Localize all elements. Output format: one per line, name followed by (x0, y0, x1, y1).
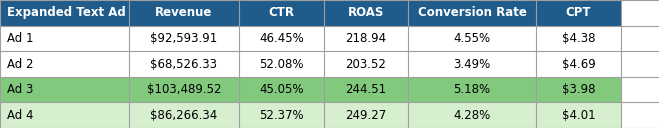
Text: Ad 2: Ad 2 (7, 57, 33, 71)
Bar (324, 51, 408, 77)
Bar (0, 51, 129, 77)
Text: $68,526.33: $68,526.33 (150, 57, 217, 71)
Bar (129, 26, 239, 51)
Text: 46.45%: 46.45% (259, 32, 304, 45)
Text: $3.98: $3.98 (562, 83, 595, 96)
Text: $86,266.34: $86,266.34 (150, 109, 217, 122)
Text: $4.38: $4.38 (562, 32, 595, 45)
Bar (129, 51, 239, 77)
Text: 244.51: 244.51 (345, 83, 386, 96)
Bar (536, 102, 621, 128)
Bar (239, 77, 324, 102)
Text: CTR: CTR (268, 6, 295, 19)
Text: Conversion Rate: Conversion Rate (418, 6, 527, 19)
Text: Expanded Text Ad: Expanded Text Ad (7, 6, 125, 19)
Text: $92,593.91: $92,593.91 (150, 32, 217, 45)
Text: Revenue: Revenue (155, 6, 213, 19)
Bar (408, 102, 536, 128)
Text: $4.01: $4.01 (561, 109, 596, 122)
Text: 5.18%: 5.18% (453, 83, 491, 96)
Text: 3.49%: 3.49% (453, 57, 491, 71)
Bar (239, 102, 324, 128)
Bar (408, 0, 536, 26)
Text: Ad 3: Ad 3 (7, 83, 33, 96)
Bar (408, 77, 536, 102)
Bar (324, 26, 408, 51)
Text: Ad 1: Ad 1 (7, 32, 33, 45)
Text: 249.27: 249.27 (345, 109, 386, 122)
Bar (239, 26, 324, 51)
Bar (0, 77, 129, 102)
Text: 52.08%: 52.08% (259, 57, 304, 71)
Text: $103,489.52: $103,489.52 (146, 83, 221, 96)
Bar (129, 77, 239, 102)
Text: 4.55%: 4.55% (453, 32, 491, 45)
Bar (536, 0, 621, 26)
Text: 52.37%: 52.37% (259, 109, 304, 122)
Bar (408, 26, 536, 51)
Text: 218.94: 218.94 (345, 32, 386, 45)
Text: ROAS: ROAS (347, 6, 384, 19)
Bar (536, 51, 621, 77)
Text: $4.69: $4.69 (561, 57, 596, 71)
Text: Ad 4: Ad 4 (7, 109, 33, 122)
Bar (0, 0, 129, 26)
Bar (536, 77, 621, 102)
Text: 203.52: 203.52 (345, 57, 386, 71)
Bar (239, 51, 324, 77)
Bar (324, 77, 408, 102)
Text: 4.28%: 4.28% (453, 109, 491, 122)
Bar (536, 26, 621, 51)
Bar (129, 102, 239, 128)
Bar (324, 0, 408, 26)
Bar (408, 51, 536, 77)
Bar (0, 26, 129, 51)
Bar (0, 102, 129, 128)
Text: CPT: CPT (566, 6, 591, 19)
Text: 45.05%: 45.05% (259, 83, 304, 96)
Bar (239, 0, 324, 26)
Bar (129, 0, 239, 26)
Bar (324, 102, 408, 128)
